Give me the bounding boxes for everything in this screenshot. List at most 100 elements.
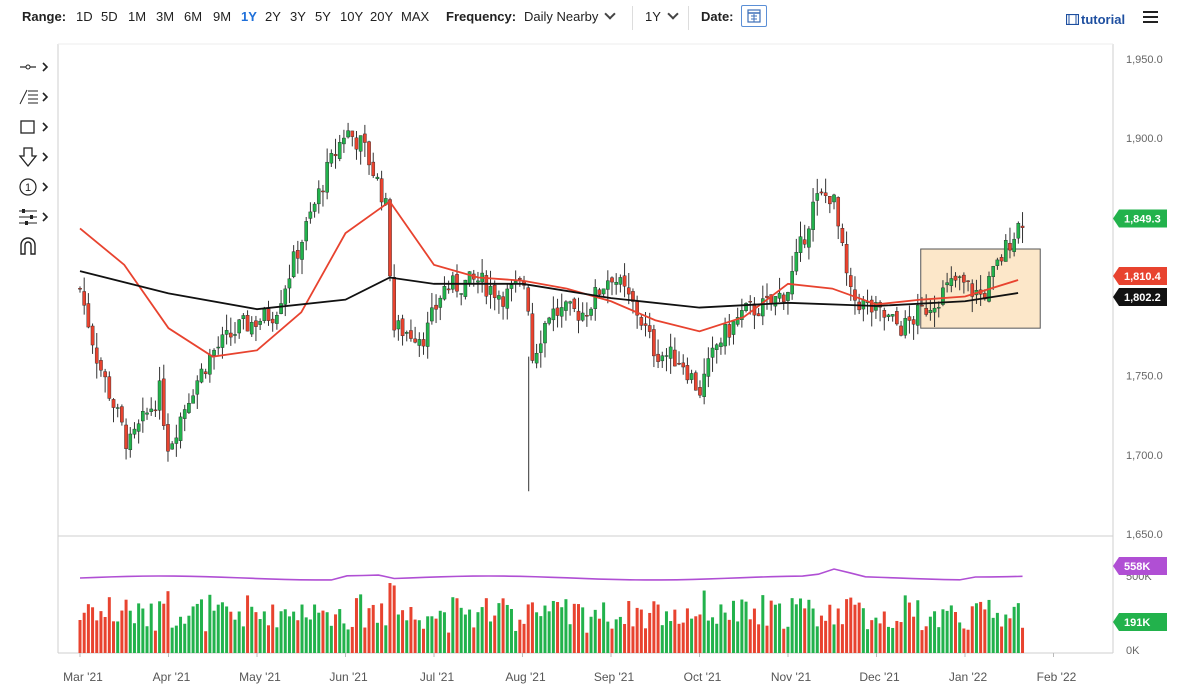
- volume-bar: [945, 610, 949, 653]
- range-button-10y[interactable]: 10Y: [340, 9, 364, 24]
- candle-body: [1012, 238, 1016, 252]
- candle-body: [430, 307, 434, 322]
- volume-bar: [644, 628, 648, 653]
- candle-body: [761, 298, 765, 317]
- annotation-tool-button[interactable]: 1: [17, 176, 51, 198]
- candle-body: [124, 424, 128, 449]
- x-tick-label: Mar '21: [63, 670, 103, 684]
- fibonacci-tool-button[interactable]: [17, 86, 51, 108]
- hamburger-menu-icon[interactable]: [1143, 11, 1158, 23]
- range-button-3m[interactable]: 3M: [156, 9, 175, 24]
- price-badge-bg: [1113, 288, 1167, 307]
- candle-body: [203, 371, 208, 375]
- range-button-1y[interactable]: 1Y: [241, 9, 257, 24]
- volume-bar: [769, 600, 773, 653]
- candle-body: [275, 315, 279, 324]
- volume-bar: [162, 603, 166, 653]
- candle-body: [1003, 240, 1008, 262]
- range-button-2y[interactable]: 2Y: [265, 9, 281, 24]
- volume-bar: [757, 624, 761, 653]
- volume-bar: [648, 612, 652, 653]
- range-button-1m[interactable]: 1M: [128, 9, 147, 24]
- volume-bar: [514, 630, 518, 653]
- range-button-5y[interactable]: 5Y: [315, 9, 331, 24]
- volume-bar: [95, 620, 99, 653]
- volume-bar: [128, 610, 132, 653]
- candle-body: [606, 280, 610, 290]
- line-tool-button[interactable]: [17, 56, 51, 78]
- toolbar: Range: 1D 5D 1M 3M 6M 9M 1Y 2Y 3Y 5Y 10Y 20Y MAX Fre…: [0, 0, 1179, 36]
- candle-body: [346, 130, 350, 138]
- candle-body: [580, 312, 585, 321]
- range-button-max[interactable]: MAX: [401, 9, 430, 24]
- arrow-tool-button[interactable]: [17, 146, 51, 168]
- volume-bar: [832, 624, 836, 653]
- volume-bar: [623, 623, 627, 653]
- date-picker-button[interactable]: [741, 5, 767, 27]
- volume-bar: [107, 597, 111, 653]
- volume-bar: [824, 620, 828, 653]
- volume-bar: [736, 621, 740, 653]
- candle-body: [455, 274, 459, 292]
- candle-body: [693, 372, 698, 391]
- candle-body: [241, 315, 246, 319]
- x-tick-label: Feb '22: [1037, 670, 1077, 684]
- candle-body: [673, 349, 677, 367]
- y-tick-label: 1,750.0: [1126, 371, 1163, 383]
- period-select[interactable]: 1Y: [645, 8, 679, 24]
- range-label: Range:: [22, 9, 67, 24]
- candle-body: [865, 301, 870, 304]
- candle-body: [208, 354, 212, 375]
- volume-bar: [811, 608, 815, 653]
- magnet-icon: [20, 237, 36, 255]
- candle-body: [530, 313, 535, 361]
- candle-body: [949, 278, 954, 286]
- shape-tool-button[interactable]: [17, 116, 51, 138]
- volume-bar: [183, 623, 187, 653]
- candle-body: [714, 344, 719, 350]
- volume-bar: [958, 622, 962, 653]
- volume-bar: [158, 601, 162, 653]
- volume-bar: [572, 603, 576, 653]
- volume-bar: [920, 630, 924, 653]
- candle-body: [166, 424, 170, 452]
- volume-bar: [853, 604, 857, 653]
- volume-average-line: [79, 568, 1023, 581]
- volume-bar: [405, 620, 409, 653]
- volume-bar: [179, 616, 183, 653]
- candle-body: [350, 130, 355, 137]
- volume-tick-label: 0K: [1126, 645, 1140, 657]
- range-button-6m[interactable]: 6M: [184, 9, 203, 24]
- volume-bar: [354, 598, 358, 653]
- candle-body: [811, 201, 815, 230]
- volume-bar: [786, 626, 790, 653]
- volume-bar: [463, 614, 467, 653]
- volume-bar: [480, 607, 484, 653]
- volume-bar: [329, 625, 333, 653]
- volume-bar: [296, 620, 300, 653]
- range-button-5d[interactable]: 5D: [101, 9, 118, 24]
- frequency-select[interactable]: Daily Nearby: [524, 8, 617, 24]
- candle-body: [463, 279, 468, 297]
- candle-body: [572, 298, 577, 309]
- candle-body: [392, 277, 396, 331]
- tutorial-link[interactable]: tutorial: [1065, 12, 1125, 27]
- candle-body: [308, 211, 313, 219]
- candle-body: [442, 286, 447, 300]
- candle-body: [719, 342, 723, 347]
- candle-body: [82, 291, 86, 306]
- range-button-20y[interactable]: 20Y: [370, 9, 394, 24]
- indicator-tool-button[interactable]: [17, 206, 51, 228]
- candle-body: [911, 319, 916, 325]
- range-button-1d[interactable]: 1D: [76, 9, 93, 24]
- volume-bar: [845, 599, 849, 653]
- candle-body: [187, 403, 191, 413]
- magnet-tool-button[interactable]: [17, 236, 51, 258]
- range-button-9m[interactable]: 9M: [213, 9, 232, 24]
- volume-bar: [564, 599, 568, 653]
- candle-body: [90, 325, 95, 346]
- volume-bar: [664, 611, 668, 653]
- range-button-3y[interactable]: 3Y: [290, 9, 306, 24]
- volume-bar: [459, 607, 463, 653]
- volume-bar: [970, 606, 974, 653]
